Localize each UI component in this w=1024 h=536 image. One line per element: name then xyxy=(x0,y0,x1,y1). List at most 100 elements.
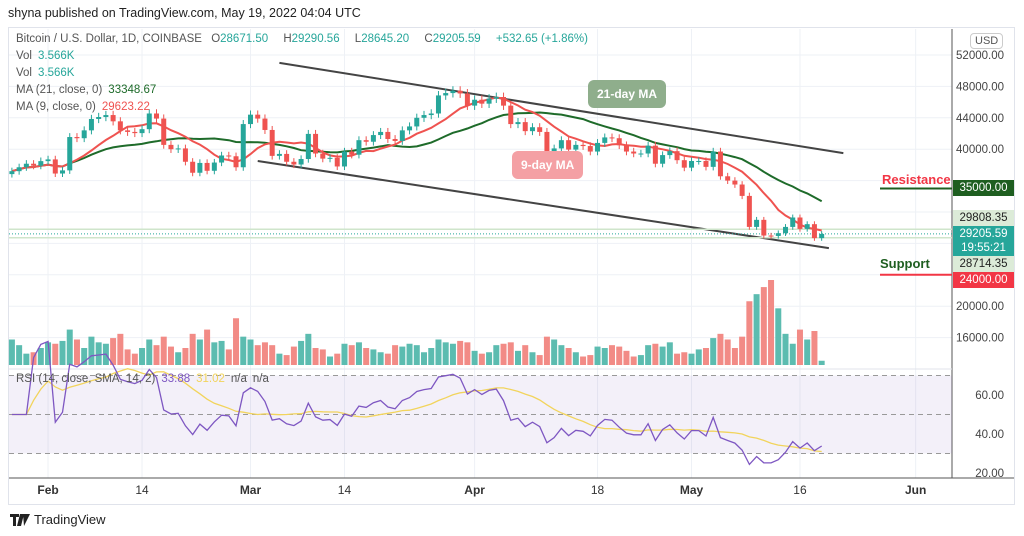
candle-body xyxy=(537,127,543,132)
candle-body xyxy=(732,180,738,185)
currency-button[interactable]: USD xyxy=(970,33,1004,49)
candle-body xyxy=(595,142,601,152)
candle-body xyxy=(631,151,637,154)
volume-bar xyxy=(182,348,189,365)
volume-bar xyxy=(702,348,709,365)
candle-body xyxy=(305,133,311,160)
volume-bar xyxy=(659,346,666,365)
candle-body xyxy=(804,224,810,229)
time-axis-label: 18 xyxy=(591,483,605,497)
volume-bar xyxy=(753,294,760,365)
volume-bar xyxy=(406,343,413,365)
time-axis-label: 16 xyxy=(793,483,807,497)
candle-body xyxy=(645,145,651,154)
candle-body xyxy=(414,117,420,127)
volume-legend[interactable]: Vol 3.566K xyxy=(16,50,75,62)
candle-body xyxy=(96,117,102,119)
candle-body xyxy=(182,148,188,162)
candle-body xyxy=(146,113,152,130)
candle-body xyxy=(23,163,29,168)
candle-body xyxy=(811,224,817,239)
candle-body xyxy=(566,140,572,150)
candle-body xyxy=(132,131,138,134)
volume-bar xyxy=(652,343,659,365)
candle-body xyxy=(479,99,485,104)
candle-body xyxy=(378,131,384,136)
volume-bar xyxy=(8,339,15,365)
volume-bar xyxy=(211,342,218,365)
volume-bar xyxy=(674,353,681,365)
volume-bar xyxy=(616,346,623,365)
volume-bar xyxy=(522,345,529,365)
candle-body xyxy=(609,137,615,139)
candle-body xyxy=(255,114,261,119)
candle-body xyxy=(385,131,391,139)
candle-body xyxy=(783,226,789,234)
volume-bar xyxy=(681,352,688,365)
candle-body xyxy=(52,159,58,174)
resistance-label: Resistance xyxy=(882,172,951,187)
tradingview-logo[interactable]: TradingView xyxy=(10,512,106,527)
ma21-legend[interactable]: MA (21, close, 0) 33348.67 xyxy=(16,84,157,96)
symbol-title[interactable]: Bitcoin / U.S. Dollar, 1D, COINBASE xyxy=(16,33,202,45)
candle-body xyxy=(226,155,232,157)
volume-bar xyxy=(717,333,724,365)
volume-bar xyxy=(73,339,80,365)
volume-bar xyxy=(739,336,746,365)
high-value: 29290.56 xyxy=(291,33,340,45)
rsi-tick: 20.00 xyxy=(975,468,1004,480)
candle-body xyxy=(154,113,159,119)
candle-body xyxy=(197,162,203,173)
rsi-tick: 40.00 xyxy=(975,429,1004,441)
volume-bar xyxy=(334,353,341,365)
candle-body xyxy=(689,160,695,168)
volume-bar xyxy=(478,353,485,365)
volume-bar xyxy=(384,353,391,365)
candle-body xyxy=(356,140,362,155)
candle-body xyxy=(508,105,514,125)
candle-body xyxy=(168,144,174,150)
candle-body xyxy=(790,217,796,227)
candle-body xyxy=(175,148,181,150)
volume-bar xyxy=(724,339,731,365)
candle-body xyxy=(472,99,478,106)
candle-body xyxy=(38,161,44,166)
rsi-legend[interactable]: RSI (14, close, SMA, 14, 2) 33.88 31.02 n/a… xyxy=(16,373,269,385)
volume-bar xyxy=(464,342,471,365)
resistance-price-label: 35000.00 xyxy=(953,180,1014,196)
candle-body xyxy=(717,151,723,177)
volume-bar xyxy=(327,356,334,365)
volume-bar xyxy=(572,352,579,365)
volume-bar xyxy=(601,348,608,365)
volume-bar xyxy=(81,348,88,365)
candle-body xyxy=(522,122,528,132)
candle-body xyxy=(204,162,210,171)
candle-body xyxy=(9,171,15,175)
candle-body xyxy=(298,159,304,165)
candle-body xyxy=(746,195,752,227)
volume-bar xyxy=(500,343,507,365)
candle-body xyxy=(219,155,225,163)
ma21-annotation: 21-day MA xyxy=(588,80,667,108)
volume-bar xyxy=(731,348,738,365)
ma21-line xyxy=(11,111,823,203)
volume-bar xyxy=(666,342,673,365)
volume-bar xyxy=(341,343,348,365)
time-axis-label: 14 xyxy=(338,483,352,497)
ma9-legend[interactable]: MA (9, close, 0) 29623.22 xyxy=(16,101,150,113)
rsi-line xyxy=(11,340,823,466)
candle-body xyxy=(710,151,716,167)
candle-body xyxy=(67,137,73,171)
candle-body xyxy=(370,135,376,142)
candle-body xyxy=(428,113,434,116)
volume-bar xyxy=(153,345,160,365)
volume-bar xyxy=(66,329,73,365)
volume-legend-2[interactable]: Vol 3.566K xyxy=(16,67,75,79)
candle-body xyxy=(161,118,167,145)
price-tick: 44000.00 xyxy=(956,113,1004,125)
volume-bar xyxy=(131,353,138,365)
lower-channel-line xyxy=(257,159,830,250)
volume-bar xyxy=(421,352,428,365)
candle-body xyxy=(486,98,492,104)
